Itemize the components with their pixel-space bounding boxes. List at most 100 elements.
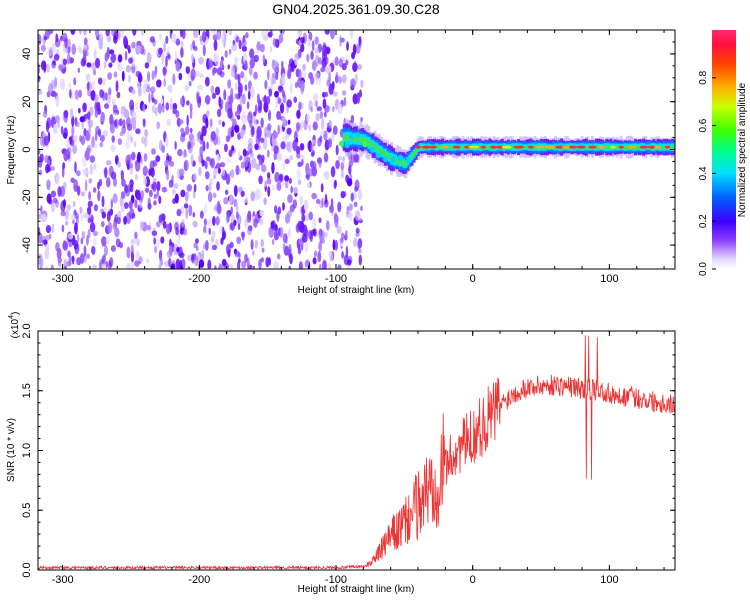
noise-cell — [319, 135, 323, 143]
noise-cell — [172, 73, 176, 85]
noise-cell — [238, 258, 241, 264]
noise-cell — [142, 118, 146, 128]
noise-cell — [83, 212, 89, 219]
signal-cell — [414, 149, 418, 154]
noise-cell — [103, 61, 107, 69]
noise-cell — [230, 168, 235, 179]
noise-cell — [86, 206, 92, 215]
noise-cell — [107, 34, 112, 43]
noise-cell — [171, 33, 177, 43]
noise-cell — [304, 212, 310, 222]
noise-cell — [332, 91, 338, 97]
noise-cell — [263, 179, 268, 187]
noise-cell — [341, 251, 345, 259]
noise-cell — [212, 67, 218, 74]
noise-cell — [98, 37, 103, 50]
noise-cell — [250, 191, 255, 202]
signal-cell — [412, 152, 416, 156]
snr-scale-exponent: 4 — [8, 315, 15, 319]
noise-cell — [334, 239, 339, 251]
noise-cell — [279, 102, 285, 114]
noise-cell — [288, 177, 292, 184]
noise-cell — [148, 168, 152, 176]
x-tick-label: -100 — [325, 574, 347, 586]
y-tick-label: 1.0 — [21, 443, 33, 458]
colorbar-tick-label: 0.8 — [698, 70, 709, 84]
noise-cell — [179, 252, 185, 259]
noise-cell — [134, 260, 140, 267]
signal-blob — [344, 142, 350, 149]
signal-blob — [338, 140, 344, 147]
noise-cell — [46, 193, 52, 204]
y-tick-label: 2.0 — [21, 323, 33, 338]
noise-cell — [213, 39, 218, 51]
noise-cell — [225, 243, 232, 255]
noise-cell — [216, 203, 222, 215]
signal-cell — [383, 151, 387, 157]
noise-cell — [91, 80, 96, 91]
noise-cell — [216, 153, 220, 164]
noise-cell — [73, 179, 79, 191]
noise-cell — [163, 78, 166, 87]
noise-cell — [125, 64, 132, 73]
noise-cell — [132, 30, 137, 36]
noise-cell — [79, 116, 85, 123]
noise-cell — [164, 260, 170, 267]
noise-cell — [96, 101, 101, 111]
noise-cell — [250, 239, 254, 251]
spectrogram-data — [38, 30, 675, 269]
noise-cell — [188, 204, 193, 217]
noise-cell — [307, 141, 311, 150]
noise-cell — [113, 119, 118, 128]
signal-cell — [410, 154, 414, 159]
noise-cell — [204, 76, 210, 87]
colorbar-label: Normalized spectral amplitude — [737, 82, 748, 217]
noise-cell — [156, 121, 161, 130]
noise-cell — [92, 238, 98, 246]
noise-cell — [346, 41, 349, 52]
noise-cell — [180, 189, 186, 198]
noise-cell — [348, 203, 353, 211]
noise-cell — [80, 191, 86, 197]
noise-cell — [247, 225, 252, 236]
noise-cell — [349, 30, 354, 40]
noise-cell — [228, 263, 234, 269]
noise-cell — [130, 136, 133, 143]
noise-cell — [233, 184, 238, 197]
noise-cell — [290, 185, 293, 194]
y-tick-label: 0.0 — [21, 562, 33, 577]
noise-cell — [276, 181, 282, 191]
noise-cell — [86, 111, 91, 120]
noise-cell — [198, 259, 205, 268]
signal-cell — [377, 147, 381, 153]
noise-cell — [99, 135, 105, 143]
noise-cell — [165, 102, 170, 111]
noise-cell — [270, 221, 275, 229]
noise-cell — [87, 200, 93, 208]
noise-cell — [313, 250, 318, 258]
noise-cell — [122, 119, 126, 129]
noise-cell — [180, 127, 185, 134]
noise-cell — [201, 249, 205, 261]
noise-cell — [83, 44, 88, 51]
colorbar-tick-label: 0.6 — [698, 118, 709, 132]
noise-cell — [234, 73, 239, 80]
noise-cell — [154, 107, 158, 117]
noise-cell — [48, 46, 53, 57]
noise-cell — [320, 117, 325, 130]
noise-cell — [310, 50, 314, 61]
noise-cell — [130, 238, 136, 246]
noise-cell — [300, 43, 305, 53]
noise-cell — [165, 135, 169, 148]
noise-cell — [110, 245, 116, 252]
noise-cell — [137, 85, 142, 97]
noise-cell — [237, 150, 241, 159]
signal-cell — [586, 145, 590, 150]
noise-cell — [102, 253, 107, 262]
noise-cell — [185, 66, 191, 74]
noise-cell — [180, 40, 184, 48]
signal-blob — [362, 141, 368, 148]
noise-cell — [137, 151, 142, 162]
noise-cell — [271, 58, 276, 71]
signal-cell — [607, 145, 611, 150]
